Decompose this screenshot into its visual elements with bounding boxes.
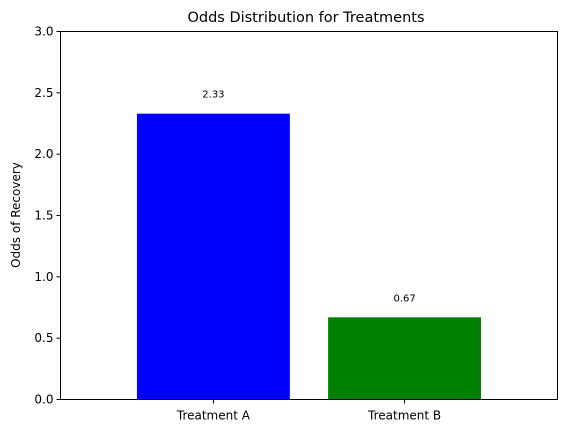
y-tick-label: 2.5 [34,86,53,100]
y-tick-label: 2.0 [34,147,53,161]
x-tick-label: Treatment A [176,409,251,423]
data-label-2: 0.67 [393,293,415,304]
y-axis: 0.0 0.5 1.0 1.5 2.0 2.5 3.0 [34,25,61,407]
bar-1 [136,113,290,400]
x-tick-label: Treatment B [367,409,441,423]
y-tick-label: 0.0 [34,393,53,407]
y-tick-label: 3.0 [34,25,53,39]
y-axis-label: Odds of Recovery [9,162,23,268]
bar-2 [328,317,482,400]
data-labels-group: 2.33 0.67 [202,90,415,305]
plot-frame [60,31,558,400]
y-tick-label: 1.0 [34,270,53,284]
chart-title: Odds Distribution for Treatments [187,10,424,26]
x-axis: Treatment A Treatment B [176,399,441,423]
y-tick-label: 1.5 [34,209,53,223]
bars-group [136,113,482,400]
data-label-1: 2.33 [202,90,224,101]
y-tick-label: 0.5 [34,331,53,345]
